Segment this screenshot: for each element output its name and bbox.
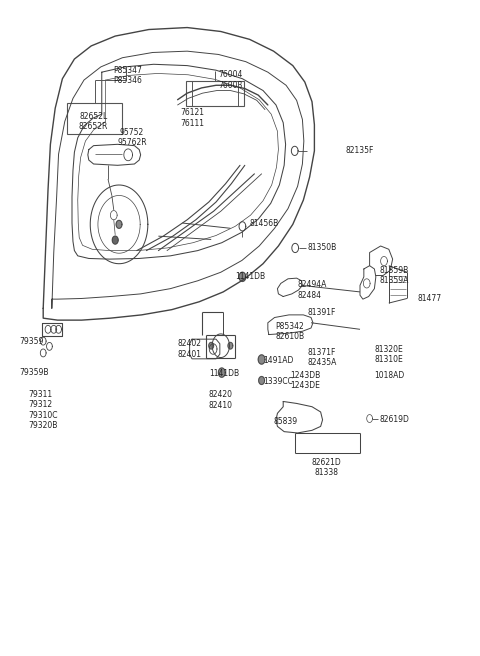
Bar	[67, 103, 122, 134]
Polygon shape	[209, 342, 214, 349]
Polygon shape	[258, 355, 265, 364]
Text: 95752
95762R: 95752 95762R	[117, 128, 147, 148]
Polygon shape	[116, 220, 122, 228]
Text: 79311
79312
79310C
79320B: 79311 79312 79310C 79320B	[28, 390, 57, 430]
Text: 1018AD: 1018AD	[374, 371, 405, 380]
Text: 1339CC: 1339CC	[263, 377, 293, 386]
Text: 79359B: 79359B	[19, 368, 48, 377]
Polygon shape	[218, 368, 225, 377]
Text: 81391F: 81391F	[307, 308, 336, 318]
Text: P85347
P85346: P85347 P85346	[113, 66, 142, 85]
Text: 82402
82401: 82402 82401	[178, 339, 202, 359]
Bar	[186, 81, 244, 106]
Text: 82621D
81338: 82621D 81338	[312, 458, 341, 478]
Polygon shape	[228, 342, 233, 349]
Text: 1141DB: 1141DB	[209, 369, 239, 379]
Text: 81477: 81477	[418, 294, 442, 303]
Text: 82420
82410: 82420 82410	[209, 390, 233, 410]
Text: 76004
76003: 76004 76003	[218, 70, 242, 90]
Text: 1491AD: 1491AD	[263, 356, 293, 365]
Text: 81320E
81310E: 81320E 81310E	[374, 344, 403, 364]
Text: 81359B
81359A: 81359B 81359A	[379, 266, 408, 285]
Text: 81350B: 81350B	[307, 243, 336, 252]
Text: 79359: 79359	[19, 337, 44, 346]
Text: 82135F: 82135F	[346, 146, 374, 155]
Text: 85839: 85839	[274, 417, 298, 426]
Text: 82619D: 82619D	[379, 415, 409, 424]
Text: 1141DB: 1141DB	[235, 272, 265, 281]
Text: 82494A
82484: 82494A 82484	[298, 280, 327, 300]
Text: P85342
82610B: P85342 82610B	[275, 321, 304, 341]
Polygon shape	[239, 272, 246, 281]
Polygon shape	[112, 236, 118, 244]
Text: 81456B: 81456B	[250, 218, 279, 228]
Text: 82652L
82652R: 82652L 82652R	[79, 112, 108, 131]
Polygon shape	[259, 377, 264, 384]
Text: 76121
76111: 76121 76111	[180, 108, 204, 128]
Text: 81371F
82435A: 81371F 82435A	[307, 348, 336, 367]
Text: 1243DB
1243DE: 1243DB 1243DE	[290, 371, 321, 390]
